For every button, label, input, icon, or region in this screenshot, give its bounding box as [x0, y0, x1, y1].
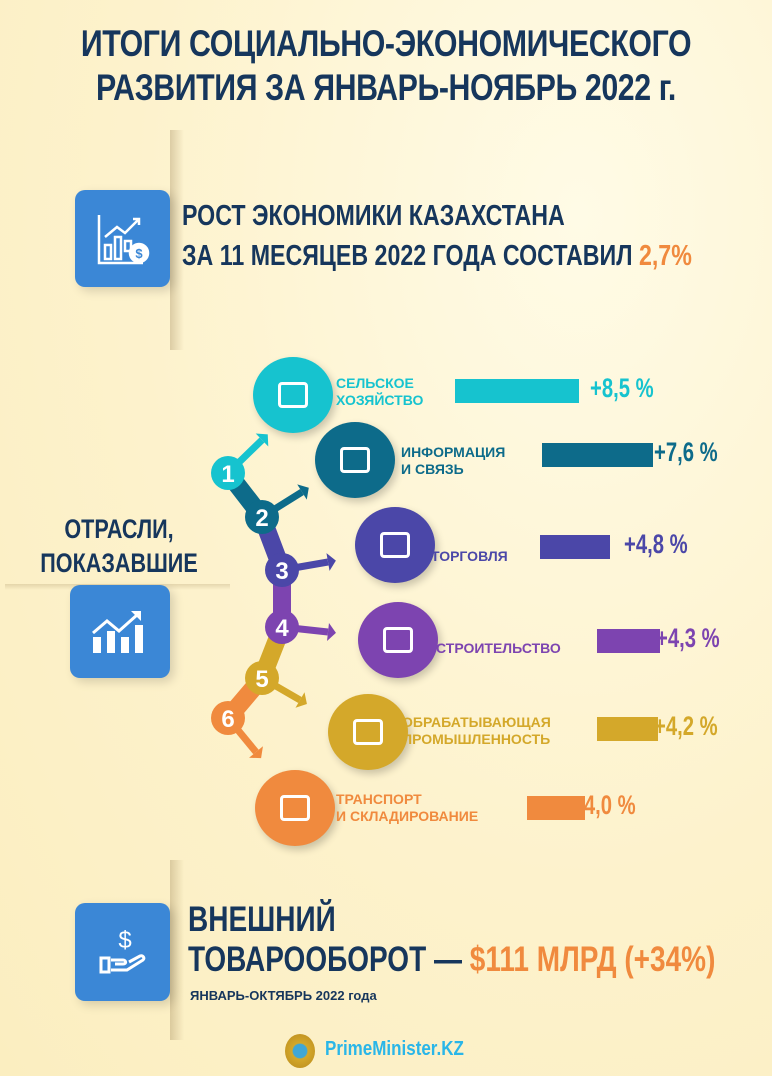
sector-label-line-1: ТРАНСПОРТ: [336, 791, 422, 807]
sector-label: ИНФОРМАЦИЯ И СВЯЗЬ: [401, 444, 505, 478]
trade-line-1: ВНЕШНИЙ: [188, 900, 336, 939]
arrow-head: [326, 553, 336, 571]
arrow-head: [255, 433, 269, 447]
trade-period: ЯНВАРЬ-ОКТЯБРЬ 2022 года: [190, 988, 377, 1003]
arrow-head: [249, 746, 263, 759]
sector-bar: [455, 379, 580, 403]
sector-value: +4,3 %: [656, 623, 720, 653]
sector-value: +4,8 %: [624, 529, 688, 559]
shopping-cart-icon: [355, 507, 435, 583]
page-title: ИТОГИ СОЦИАЛЬНО-ЭКОНОМИЧЕСКОГО РАЗВИТИЯ …: [69, 22, 702, 110]
sector-label-line-1: СТРОИТЕЛЬСТВО: [436, 640, 561, 656]
sector-label: ОБРАБАТЫВАЮЩАЯ ПРОМЫШЛЕННОСТЬ: [402, 714, 551, 748]
sector-bar: [597, 629, 660, 653]
trade-icon-box: $: [75, 903, 170, 1001]
rank-number: 2: [255, 505, 268, 532]
divider-shadow: [170, 130, 184, 350]
sectors-heading-line-1: ОТРАСЛИ,: [64, 514, 174, 544]
growth-stairs-icon: [253, 357, 333, 433]
kazakhstan-emblem: [285, 1034, 315, 1068]
growth-icon-box: $: [75, 190, 170, 287]
rank-badge: [265, 553, 299, 587]
rank-badge: [265, 610, 299, 644]
crane-load-icon: [358, 602, 438, 678]
growth-line-1: РОСТ ЭКОНОМИКИ КАЗАХСТАНА: [182, 200, 565, 232]
sector-value: +4,2 %: [654, 711, 718, 741]
coins-icon: [328, 694, 408, 770]
svg-text:$: $: [135, 246, 143, 261]
title-line-1: ИТОГИ СОЦИАЛЬНО-ЭКОНОМИЧЕСКОГО: [80, 23, 692, 64]
svg-text:$: $: [118, 927, 131, 954]
arrow-head: [327, 623, 336, 641]
sector-label: ТРАНСПОРТ И СКЛАДИРОВАНИЕ: [336, 791, 478, 825]
arrow-head: [297, 484, 309, 500]
trade-value: $111 МЛРД (+34%): [469, 940, 716, 979]
arrow-head: [295, 692, 307, 708]
sector-label-line-2: ПРОМЫШЛЕННОСТЬ: [402, 731, 551, 747]
trade-headline: ВНЕШНИЙ ТОВАРООБОРОТ — $111 МЛРД (+34%): [188, 900, 715, 980]
rank-badge: [245, 661, 279, 695]
growth-headline: РОСТ ЭКОНОМИКИ КАЗАХСТАНА ЗА 11 МЕСЯЦЕВ …: [182, 196, 692, 276]
sector-label-line-2: И СКЛАДИРОВАНИЕ: [336, 808, 479, 824]
rank-badge: [211, 456, 245, 490]
trade-line-2: ТОВАРООБОРОТ —: [188, 940, 462, 979]
sector-value: +4,0 %: [572, 790, 636, 820]
hand-dollar-icon: $: [99, 927, 145, 974]
sector-label: СТРОИТЕЛЬСТВО: [436, 640, 561, 657]
chess-rook-icon: [255, 770, 335, 846]
sector-label-line-1: ОБРАБАТЫВАЮЩАЯ: [402, 714, 551, 730]
sector-label-line-1: ТОРГОВЛЯ: [431, 548, 508, 564]
sector-value: +7,6 %: [654, 437, 718, 467]
rising-chart-icon: [92, 610, 143, 653]
sector-label: ТОРГОВЛЯ: [431, 548, 508, 565]
growth-line-2: ЗА 11 МЕСЯЦЕВ 2022 ГОДА СОСТАВИЛ: [182, 240, 633, 272]
rank-number: 6: [221, 706, 234, 733]
sector-label: СЕЛЬСКОЕ ХОЗЯЙСТВО: [336, 375, 423, 409]
sector-value: +8,5 %: [590, 373, 654, 403]
title-line-2: РАЗВИТИЯ ЗА ЯНВАРЬ-НОЯБРЬ 2022 г.: [96, 67, 676, 108]
sector-bar: [542, 443, 653, 467]
sector-bar: [540, 535, 611, 559]
rank-number: 1: [221, 461, 234, 488]
growth-value: 2,7%: [638, 240, 692, 272]
sector-label-line-1: ИНФОРМАЦИЯ: [401, 444, 506, 460]
rank-number: 4: [275, 615, 289, 642]
footer-site-link[interactable]: PrimeMinister.KZ: [325, 1038, 464, 1060]
divider-shadow-bottom: [170, 860, 184, 1040]
sector-bar: [597, 717, 659, 741]
sectors-icon-box: [70, 585, 170, 678]
rank-number: 5: [255, 666, 268, 693]
sector-bar: [527, 796, 586, 820]
rank-number: 3: [275, 558, 288, 585]
sector-label-line-2: И СВЯЗЬ: [401, 461, 464, 477]
chart-growth-dollar-icon: $: [97, 214, 149, 264]
rank-badge: [245, 500, 279, 534]
rank-badge: [211, 701, 245, 735]
head-gear-icon: [315, 422, 395, 498]
sector-label-line-2: ХОЗЯЙСТВО: [336, 392, 424, 408]
sector-label-line-1: СЕЛЬСКОЕ: [336, 375, 414, 391]
